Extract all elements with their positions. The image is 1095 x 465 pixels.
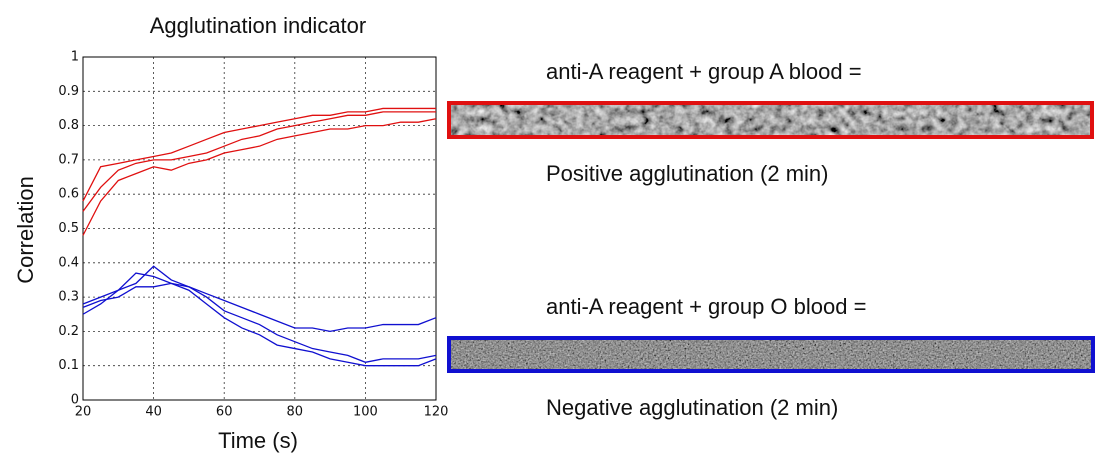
y-tick-label: 0.2 (58, 324, 79, 339)
panel-result: Positive agglutination (2 min) (546, 161, 828, 186)
y-tick-label: 1 (71, 50, 79, 65)
x-tick-label: 120 (424, 405, 449, 420)
y-tick-label: 0.9 (58, 84, 79, 99)
y-tick-label: 0.8 (58, 118, 79, 133)
negative-strip-image (449, 338, 1093, 371)
y-axis-label: Correlation (13, 176, 38, 284)
positive-strip-image (449, 103, 1092, 137)
y-tick-label: 0.3 (58, 290, 79, 305)
panel-caption: anti-A reagent + group A blood = (546, 59, 862, 84)
y-tick-label: 0.1 (58, 358, 79, 373)
y-tick-label: 0.5 (58, 221, 79, 236)
y-tick-label: 0.7 (58, 152, 79, 167)
strip-frame (447, 101, 1094, 139)
y-tick-label: 0 (71, 393, 79, 408)
y-tick-label: 0.6 (58, 187, 79, 202)
x-tick-label: 20 (75, 405, 92, 420)
data-line (82, 265, 437, 363)
y-tick-label: 0.4 (58, 255, 79, 270)
panel-result: Negative agglutination (2 min) (546, 395, 838, 420)
x-tick-label: 60 (216, 405, 233, 420)
plot-frame (82, 56, 437, 401)
chart-title: Agglutination indicator (150, 13, 366, 38)
x-tick-label: 80 (287, 405, 304, 420)
x-tick-label: 40 (145, 405, 162, 420)
data-line (82, 282, 437, 367)
data-line (82, 272, 437, 333)
data-line (82, 118, 437, 236)
strip-frame (447, 336, 1095, 373)
x-axis-label: Time (s) (218, 428, 298, 453)
data-line (82, 107, 436, 202)
data-line (82, 111, 436, 212)
x-tick-label: 100 (353, 405, 378, 420)
panel-caption: anti-A reagent + group O blood = (546, 294, 866, 319)
